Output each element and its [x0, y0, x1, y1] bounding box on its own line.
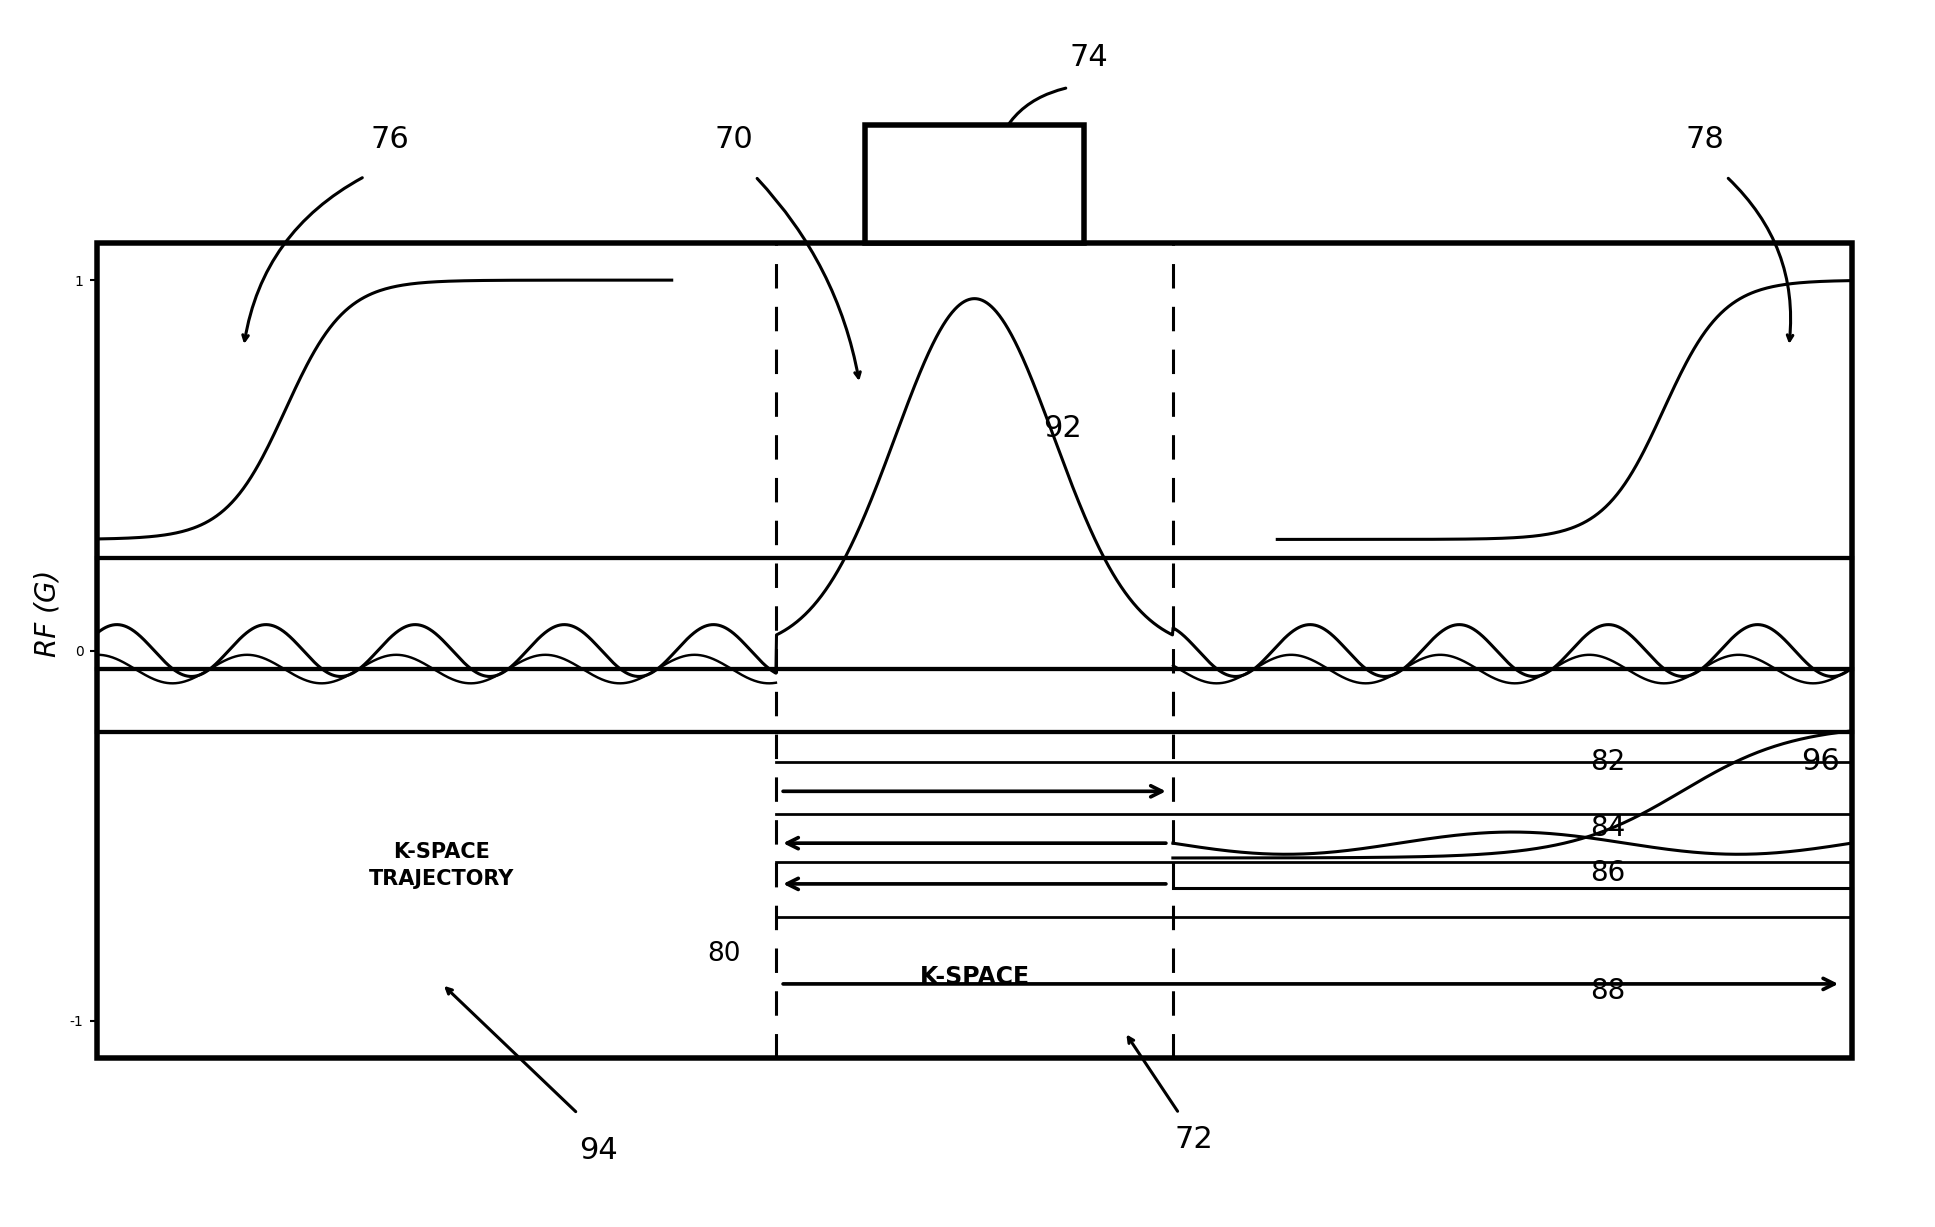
Text: 84: 84	[1591, 815, 1625, 843]
Text: 74: 74	[1070, 43, 1109, 72]
Bar	[97, 243, 1852, 1058]
Text: 80: 80	[706, 941, 741, 967]
Text: K-SPACE: K-SPACE	[919, 964, 1029, 989]
Text: 82: 82	[1591, 747, 1625, 775]
Text: 88: 88	[1591, 978, 1625, 1005]
Text: 70: 70	[714, 125, 755, 153]
Text: 96: 96	[1801, 747, 1840, 777]
Text: 94: 94	[579, 1136, 617, 1166]
Y-axis label: RF (G): RF (G)	[33, 569, 62, 658]
Text: K-SPACE
TRAJECTORY: K-SPACE TRAJECTORY	[370, 842, 515, 888]
Text: 78: 78	[1685, 125, 1724, 153]
Text: 86: 86	[1591, 859, 1625, 887]
Text: 76: 76	[370, 125, 408, 153]
Text: 92: 92	[1043, 413, 1082, 443]
Bar	[865, 125, 1084, 243]
Text: 72: 72	[1175, 1125, 1213, 1153]
